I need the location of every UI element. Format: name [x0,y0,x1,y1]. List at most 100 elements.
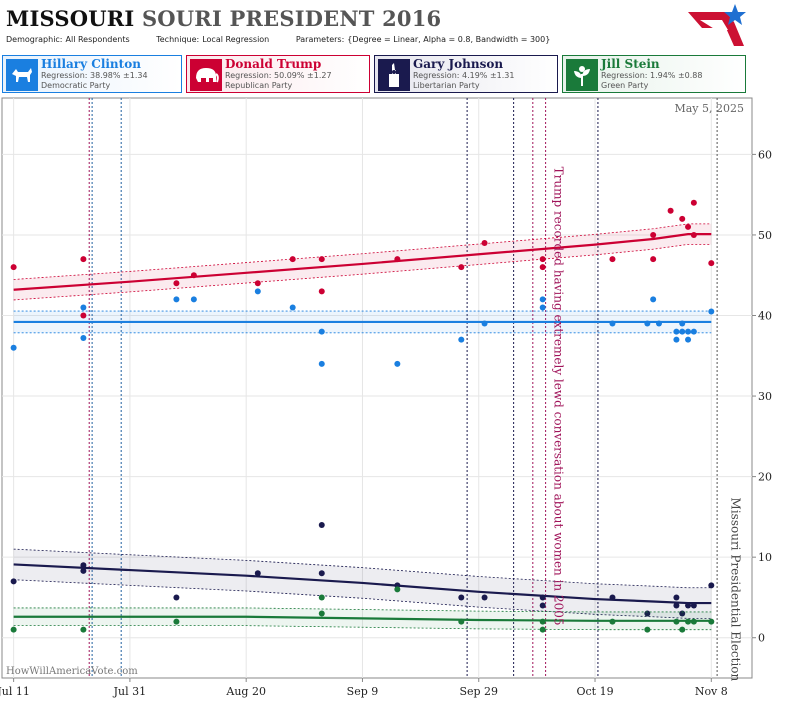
y-tick-label: 0 [758,632,765,645]
parameters: Parameters: {Degree = Linear, Alpha = 0.8… [296,35,563,44]
star-flag-logo-icon [688,4,746,46]
data-point [690,328,697,335]
header: MISSOURI SOURI PRESIDENT 2016 Demographi… [0,0,789,50]
data-point [539,602,546,609]
data-point [609,618,616,625]
series-band-1 [13,223,712,300]
candidate-card-trump: Donald Trump Regression: 50.09% ±1.27 Re… [186,55,370,93]
series-fit-line-1 [13,233,712,291]
annotation-label: Missouri Presidential Election [729,498,743,682]
donkey-icon [6,59,38,91]
data-point [481,594,488,601]
data-point [679,328,686,335]
candidate-name: Hillary Clinton [41,57,141,71]
data-point [685,336,692,343]
y-tick-label: 50 [758,229,772,242]
candidate-legend: Hillary Clinton Regression: 38.98% ±1.34… [0,55,789,93]
x-tick-label: Sep 29 [459,685,498,698]
title-sub: SOURI PRESIDENT 2016 [141,6,442,31]
title-main: MISSOURI [6,6,135,31]
data-point [173,618,180,625]
data-point [655,320,662,327]
data-point [289,304,296,311]
data-point [10,264,17,271]
data-point [173,280,180,287]
data-point [690,231,697,238]
data-point [673,594,680,601]
series-band-upper-2 [13,548,712,589]
data-point [190,272,197,279]
data-point [190,296,197,303]
x-tick-label: Aug 20 [225,685,266,698]
data-point [685,223,692,230]
x-tick-label: Jul 11 [0,685,30,698]
data-point [394,586,401,593]
liberty-statue-icon [378,59,410,91]
data-point [609,256,616,263]
x-tick-label: Oct 19 [576,685,613,698]
elephant-icon [190,59,222,91]
data-point [673,336,680,343]
data-point [80,256,87,263]
technique: Technique: Local Regression [156,35,281,44]
data-point [679,626,686,633]
data-point [673,602,680,609]
data-point [394,360,401,367]
parameters-label: Parameters: [295,35,345,44]
data-point [539,264,546,271]
y-tick-label: 30 [758,390,772,403]
candidate-card-johnson: Gary Johnson Regression: 4.19% ±1.31 Lib… [374,55,558,93]
parameters-bar: Demographic: All Respondents Technique: Lo… [6,35,574,44]
data-point [458,264,465,271]
data-point [673,618,680,625]
data-point [458,618,465,625]
x-tick-label: Nov 8 [695,685,728,698]
data-point [80,304,87,311]
series-band-upper-1 [13,223,712,280]
data-point [10,344,17,351]
leaf-flower-icon [566,59,598,91]
series-band-lower-3 [13,625,712,631]
candidate-party: Republican Party [225,81,293,90]
watermark: HowWillAmericaVote.com [6,666,138,677]
data-point [690,602,697,609]
data-point [80,567,87,574]
data-point [539,594,546,601]
plot-frame [1,97,753,679]
annotation-label: Trump recorded having extremely lewd con… [551,167,565,626]
demographic: Demographic: All Respondents [6,35,142,44]
data-point [289,256,296,263]
data-point [318,570,325,577]
candidate-regression: Regression: 1.94% ±0.88 [601,71,703,80]
candidate-regression: Regression: 50.09% ±1.27 [225,71,332,80]
data-point [80,626,87,633]
data-point [685,618,692,625]
y-tick-label: 10 [758,551,772,564]
data-point [254,288,261,295]
data-point [708,582,715,589]
data-point [173,296,180,303]
data-point [650,256,657,263]
data-point [539,618,546,625]
demographic-label: Demographic: [6,35,63,44]
data-point [173,594,180,601]
data-point [650,231,657,238]
data-point [318,256,325,263]
data-point [679,215,686,222]
series-band-lower-1 [13,243,712,301]
technique-value: Local Regression [202,35,270,44]
candidate-name: Donald Trump [225,57,322,71]
data-point [394,256,401,263]
data-point [80,312,87,319]
demographic-value: All Respondents [65,35,130,44]
data-point [690,199,697,206]
data-point [80,335,87,342]
candidate-card-clinton: Hillary Clinton Regression: 38.98% ±1.34… [2,55,182,93]
data-point [458,336,465,343]
data-point [685,602,692,609]
data-point [254,280,261,287]
y-tick-label: 40 [758,310,772,323]
data-point [539,304,546,311]
candidate-party: Green Party [601,81,649,90]
series-band-lower-2 [13,579,712,619]
